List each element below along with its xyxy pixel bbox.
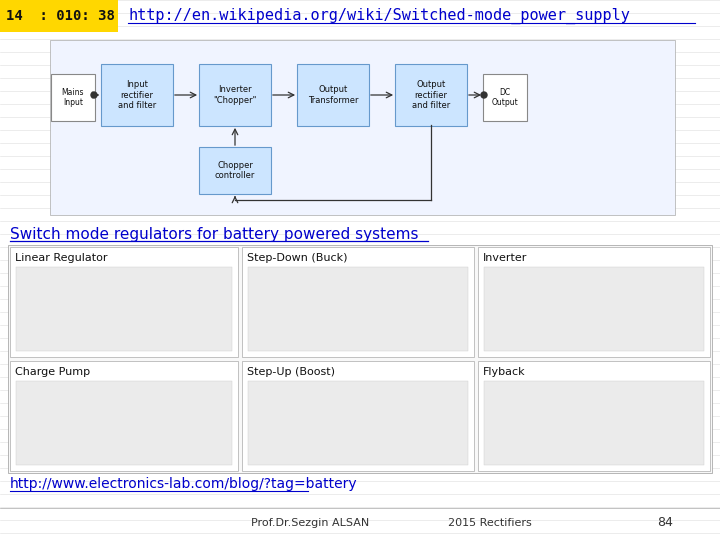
Text: Inverter
"Chopper": Inverter "Chopper" [213,85,257,105]
FancyBboxPatch shape [484,267,704,351]
Text: Step-Up (Boost): Step-Up (Boost) [247,367,335,377]
Text: Flyback: Flyback [483,367,526,377]
FancyBboxPatch shape [51,74,95,121]
Circle shape [481,92,487,98]
Text: Linear Regulator: Linear Regulator [15,253,107,263]
FancyBboxPatch shape [248,267,468,351]
FancyBboxPatch shape [478,361,710,471]
Text: 2015 Rectifiers: 2015 Rectifiers [448,518,532,528]
FancyBboxPatch shape [242,361,474,471]
FancyBboxPatch shape [248,381,468,465]
Text: Step-Down (Buck): Step-Down (Buck) [247,253,348,263]
FancyBboxPatch shape [16,381,232,465]
Text: Mains
Input: Mains Input [62,88,84,107]
Text: Output
Transformer: Output Transformer [307,85,359,105]
FancyBboxPatch shape [8,245,712,473]
FancyBboxPatch shape [242,247,474,357]
FancyBboxPatch shape [484,381,704,465]
Text: DC
Output: DC Output [492,88,518,107]
FancyBboxPatch shape [50,40,675,215]
Text: http://en.wikipedia.org/wiki/Switched-mode_power_supply: http://en.wikipedia.org/wiki/Switched-mo… [128,8,630,24]
Text: Chopper
controller: Chopper controller [215,161,255,180]
FancyBboxPatch shape [0,0,118,32]
Text: Inverter: Inverter [483,253,527,263]
Text: Charge Pump: Charge Pump [15,367,90,377]
Text: 84: 84 [657,516,673,530]
Text: 14  : 010: 38: 14 : 010: 38 [6,9,115,23]
FancyBboxPatch shape [10,247,238,357]
FancyBboxPatch shape [16,267,232,351]
Text: http://www.electronics-lab.com/blog/?tag=battery: http://www.electronics-lab.com/blog/?tag… [10,477,358,491]
Text: Switch mode regulators for battery powered systems: Switch mode regulators for battery power… [10,226,418,241]
Text: Prof.Dr.Sezgin ALSAN: Prof.Dr.Sezgin ALSAN [251,518,369,528]
FancyBboxPatch shape [101,64,173,126]
FancyBboxPatch shape [297,64,369,126]
FancyBboxPatch shape [395,64,467,126]
FancyBboxPatch shape [10,361,238,471]
FancyBboxPatch shape [199,64,271,126]
FancyBboxPatch shape [478,247,710,357]
Text: Output
rectifier
and filter: Output rectifier and filter [412,80,450,110]
Text: Input
rectifier
and filter: Input rectifier and filter [118,80,156,110]
FancyBboxPatch shape [483,74,527,121]
FancyBboxPatch shape [199,147,271,194]
Circle shape [91,92,97,98]
